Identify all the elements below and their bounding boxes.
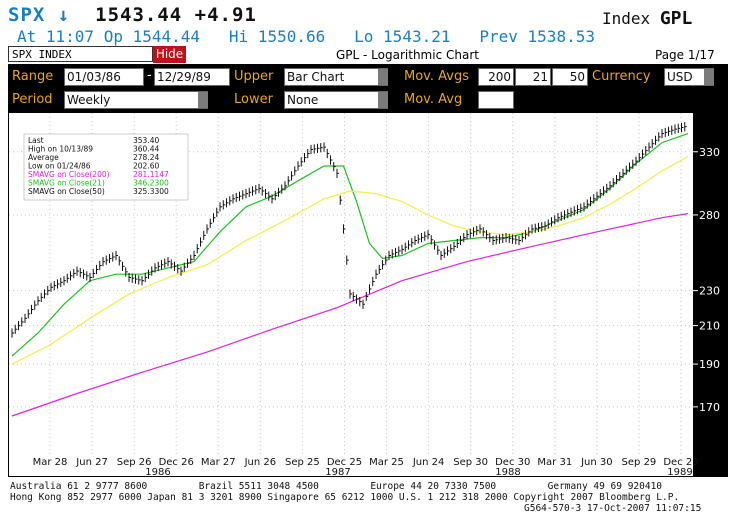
x-tick-label: Mar 31	[537, 457, 572, 468]
x-tick-label: Jun 30	[580, 457, 613, 468]
range-dash: -	[147, 68, 152, 83]
moving-average-line	[11, 155, 689, 365]
y-tick-label: 230	[699, 285, 720, 298]
x-tick-label: Dec 25	[327, 457, 362, 468]
range-start-input[interactable]: 01/03/86	[64, 68, 144, 86]
y-tick-label: 210	[699, 320, 720, 333]
legend-label: Low on 01/24/86	[28, 162, 91, 171]
x-axis-background	[9, 455, 693, 476]
upper-label: Upper	[234, 69, 274, 84]
mov-avg-lower-input[interactable]	[478, 91, 514, 109]
moving-average-line	[11, 213, 689, 417]
ticker-symbol: SPX	[8, 4, 46, 26]
range-label: Range	[12, 69, 54, 84]
legend-label: SMAVG on Close(50)	[28, 187, 105, 196]
lower-select[interactable]: None	[284, 91, 388, 109]
period-label: Period	[12, 92, 53, 107]
index-label: Index GPL	[602, 8, 692, 29]
legend-label: Average	[28, 153, 59, 162]
page-number: Page 1/17	[655, 48, 715, 62]
x-tick-label: Dec 26	[159, 457, 194, 468]
period-select[interactable]: Weekly	[64, 91, 208, 109]
quote-header: SPX ↓ 1543.44 +4.91	[8, 4, 257, 26]
x-tick-label: Jun 27	[75, 457, 108, 468]
legend-value: 281.1147	[133, 170, 169, 179]
y-tick-label: 330	[699, 146, 720, 159]
x-tick-label: Sep 30	[453, 457, 488, 468]
lower-label: Lower	[234, 92, 273, 107]
y-tick-label: 190	[699, 358, 720, 371]
x-year-label: 1987	[325, 467, 350, 477]
legend-value: 325.3300	[133, 187, 169, 196]
x-tick-label: Mar 28	[33, 457, 68, 468]
footer-line-1: Australia 61 2 9777 8600 Brazil 5511 304…	[10, 481, 663, 492]
moving-average-line	[11, 133, 689, 357]
mov-avg-input-3[interactable]: 50	[552, 68, 588, 86]
x-tick-label: Sep 26	[117, 457, 152, 468]
legend-label: High on 10/13/89	[28, 145, 93, 154]
legend-label: SMAVG on Close(200)	[28, 170, 110, 179]
legend-value: 202.60	[133, 162, 159, 171]
price-change: +4.91	[194, 4, 257, 26]
x-tick-label: Jun 24	[412, 457, 445, 468]
x-tick-label: Jun 26	[244, 457, 277, 468]
legend-value: 346.2300	[133, 179, 169, 188]
control-panel: Range 01/03/86 - 12/29/89 Period Weekly …	[8, 64, 728, 112]
period-dropdown-handle[interactable]	[198, 92, 208, 108]
legend-value: 353.40	[133, 136, 159, 145]
quote-details: At 11:07 Op 1544.44 Hi 1550.66 Lo 1543.2…	[17, 27, 595, 46]
x-year-label: 1988	[495, 467, 520, 477]
security-field[interactable]: SPX INDEX	[8, 46, 153, 62]
footer-line-2: Hong Kong 852 2977 6000 Japan 81 3 3201 …	[10, 492, 680, 503]
x-tick-label: Mar 25	[369, 457, 404, 468]
x-tick-label: Dec 30	[495, 457, 530, 468]
y-tick-label: 170	[699, 401, 720, 414]
chart-area: Last 353.40 High on 10/13/89 360.44 Average 2…	[8, 112, 728, 478]
upper-select[interactable]: Bar Chart	[284, 68, 388, 86]
upper-dropdown-handle[interactable]	[378, 69, 388, 85]
x-tick-label: Sep 25	[285, 457, 320, 468]
mov-avg-input-2[interactable]: 21	[515, 68, 551, 86]
mov-avg-label: Mov. Avg	[404, 92, 463, 107]
mov-avgs-label: Mov. Avgs	[404, 69, 469, 84]
lower-dropdown-handle[interactable]	[378, 92, 388, 108]
x-tick-label: Dec 29	[663, 457, 698, 468]
chart-title: GPL - Logarithmic Chart	[336, 48, 479, 62]
currency-label: Currency	[592, 69, 651, 84]
index-prefix: Index	[602, 9, 651, 28]
y-tick-label: 280	[699, 209, 720, 222]
mov-avg-input-1[interactable]: 200	[478, 68, 514, 86]
x-tick-label: Mar 27	[201, 457, 236, 468]
range-end-input[interactable]: 12/29/89	[154, 68, 230, 86]
legend-value: 360.44	[133, 145, 159, 154]
legend-label: SMAVG on Close(21)	[28, 179, 105, 188]
index-name: GPL	[659, 8, 693, 29]
down-arrow-icon: ↓	[57, 4, 71, 26]
price-chart: Last 353.40 High on 10/13/89 360.44 Average 2…	[9, 113, 720, 478]
x-tick-label: Sep 29	[622, 457, 657, 468]
footer-line-3: G564-570-3 17-Oct-2007 11:07:15	[524, 503, 702, 514]
legend-label: Last	[28, 136, 44, 145]
currency-select[interactable]: USD	[664, 68, 714, 86]
currency-dropdown-handle[interactable]	[704, 69, 714, 85]
legend-value: 278.24	[133, 153, 159, 162]
last-price: 1543.44	[95, 4, 183, 26]
x-year-label: 1989	[667, 467, 692, 477]
legend-box	[23, 133, 189, 201]
hide-button[interactable]: Hide	[153, 46, 186, 63]
x-year-label: 1986	[145, 467, 170, 477]
